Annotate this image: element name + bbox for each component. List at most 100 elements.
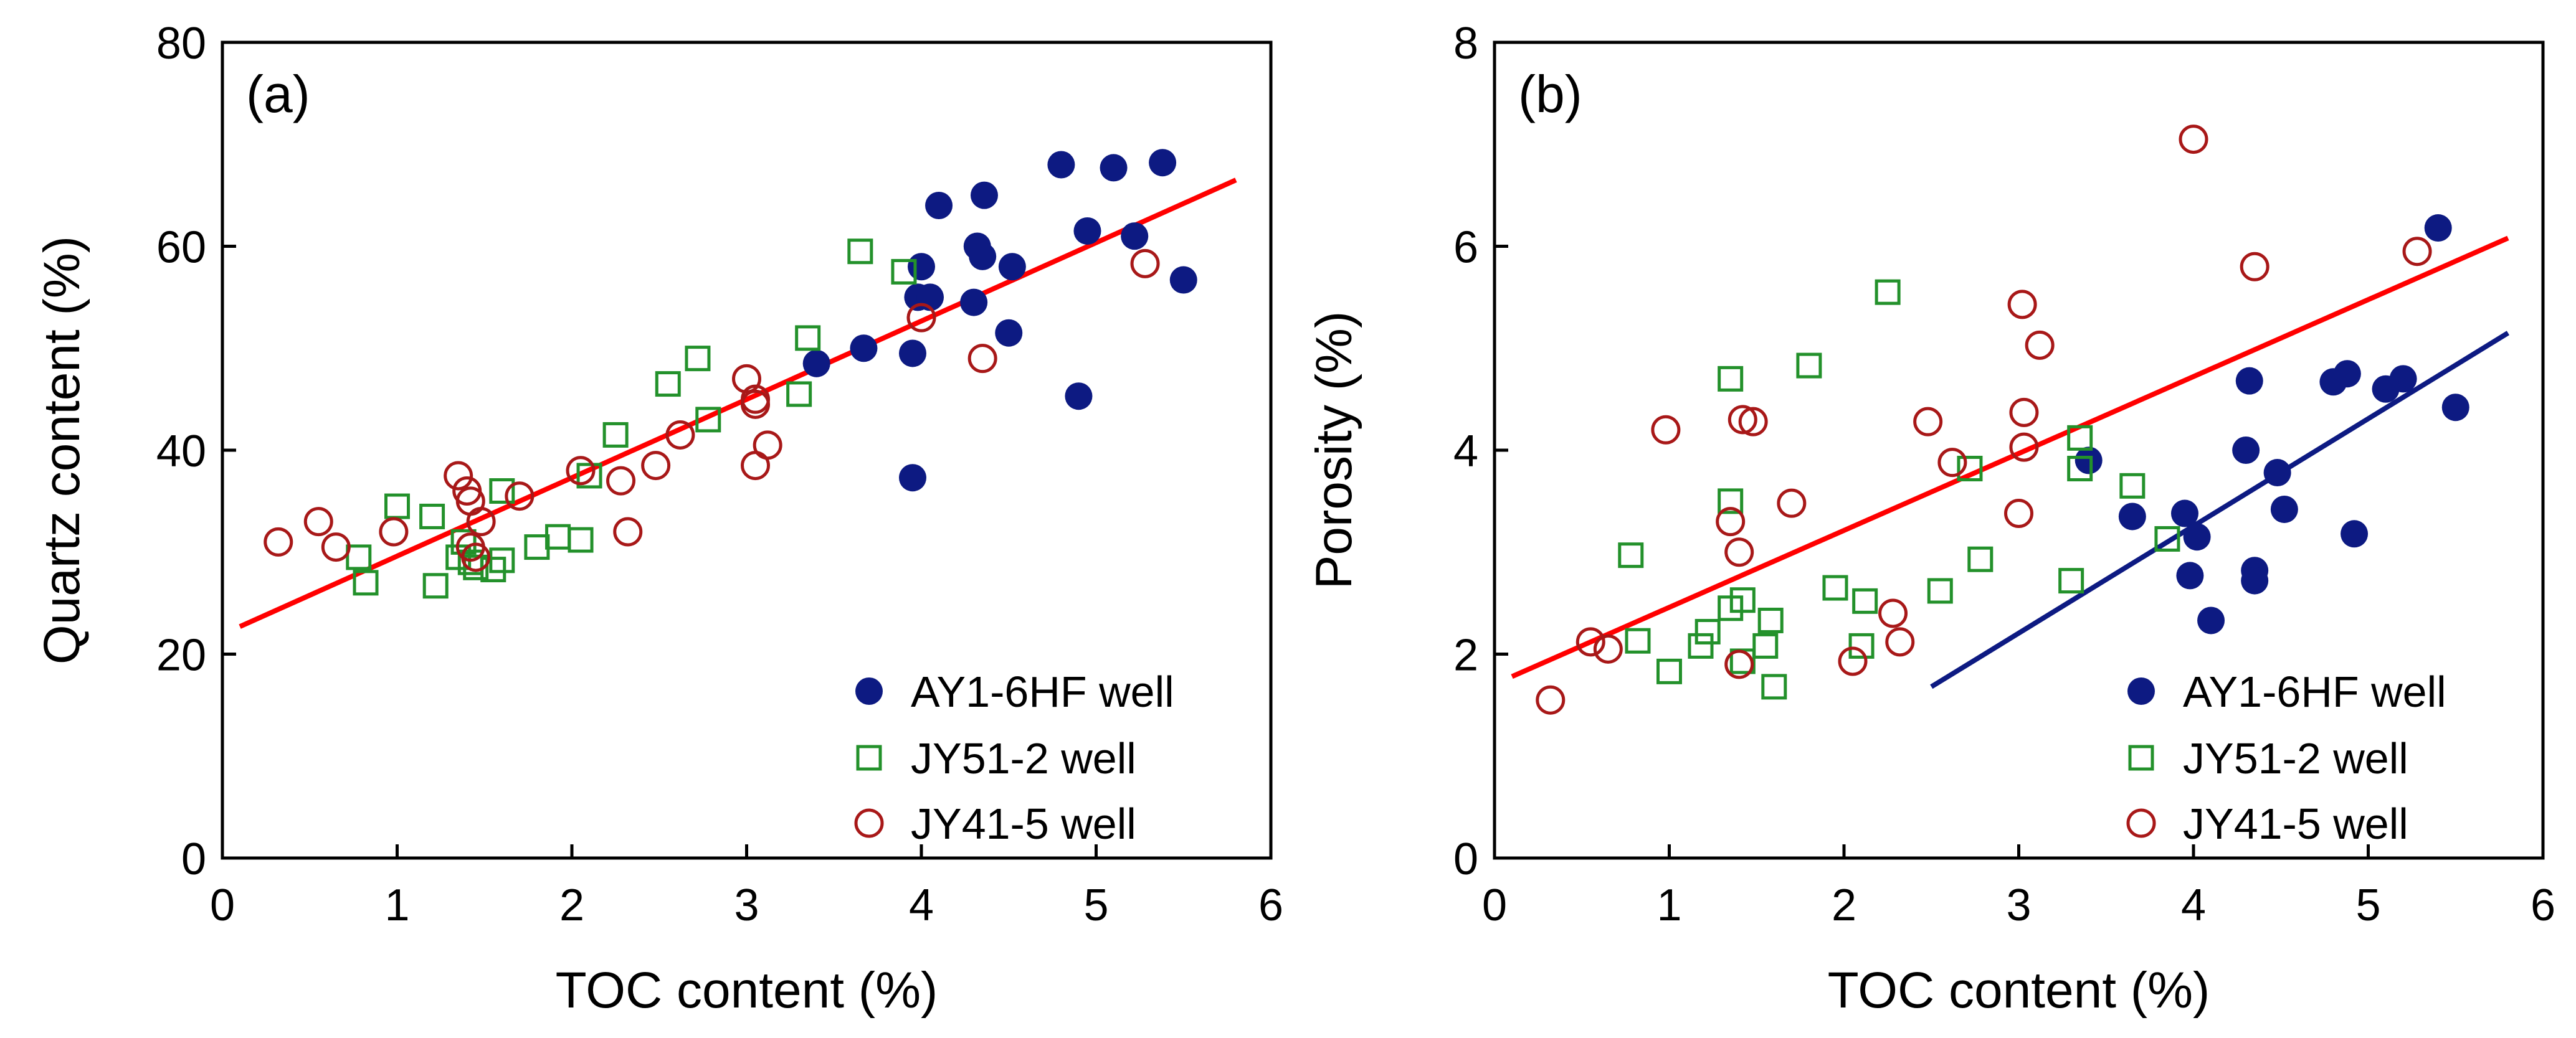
- x-tick-label: 1: [384, 880, 409, 930]
- data-point: [422, 573, 449, 599]
- legend-label: JY51-2 well: [911, 734, 1136, 783]
- data-point: [1536, 685, 1566, 715]
- data-point: [1927, 578, 1953, 604]
- data-point: [576, 463, 602, 489]
- data-point: [695, 407, 721, 433]
- data-point: [1169, 266, 1197, 294]
- data-point: [2075, 446, 2103, 474]
- data-point: [1838, 646, 1868, 676]
- data-point: [489, 547, 515, 573]
- data-point: [898, 464, 926, 492]
- panel-label: (b): [1518, 65, 1582, 123]
- data-point: [665, 420, 695, 450]
- data-point: [1121, 222, 1149, 250]
- data-point: [2235, 367, 2263, 395]
- data-point: [1625, 628, 1651, 654]
- data-point: [1937, 448, 1967, 478]
- data-point: [1716, 507, 1746, 537]
- data-point: [1047, 151, 1075, 179]
- legend-marker: [2128, 745, 2154, 771]
- data-point: [2007, 290, 2037, 319]
- data-point: [1822, 575, 1848, 601]
- data-point: [2424, 214, 2452, 242]
- x-tick-label: 4: [909, 880, 934, 930]
- data-point: [898, 339, 926, 367]
- data-point: [2341, 520, 2369, 548]
- data-point: [891, 258, 917, 285]
- data-point: [1576, 627, 1605, 657]
- series-1: [802, 149, 1197, 492]
- data-point: [960, 288, 988, 316]
- y-axis-title: Quartz content (%): [34, 236, 90, 664]
- data-point: [1957, 455, 1983, 481]
- x-tick-label: 0: [210, 880, 235, 930]
- y-tick-label: 4: [1453, 427, 1478, 476]
- x-tick-label: 3: [2006, 880, 2031, 930]
- data-point: [384, 493, 410, 519]
- series-3: [1536, 125, 2432, 715]
- fit-line: [1511, 235, 2509, 679]
- data-point: [1718, 488, 1744, 514]
- data-point: [1065, 382, 1093, 410]
- y-tick-label: 6: [1453, 223, 1478, 273]
- data-point: [2263, 459, 2291, 487]
- data-point: [1729, 587, 1756, 613]
- fit-line: [239, 177, 1237, 629]
- data-point: [753, 430, 782, 460]
- data-point: [2176, 562, 2204, 590]
- legend-label: JY41-5 well: [911, 800, 1136, 848]
- data-point: [566, 456, 596, 486]
- data-point: [998, 253, 1026, 281]
- data-point: [786, 381, 812, 407]
- series-1: [2075, 214, 2469, 635]
- data-point: [1852, 588, 1878, 614]
- y-tick-label: 60: [156, 223, 206, 273]
- data-point: [379, 517, 409, 547]
- series-2: [1618, 279, 2180, 700]
- x-tick-label: 5: [2355, 880, 2380, 930]
- data-point: [1738, 407, 1768, 436]
- data-point: [1885, 627, 1915, 657]
- data-point: [732, 364, 761, 394]
- y-tick-label: 40: [156, 427, 206, 476]
- x-tick-label: 4: [2181, 880, 2206, 930]
- data-point: [613, 517, 643, 547]
- y-tick-label: 8: [1453, 19, 1478, 68]
- data-point: [967, 344, 997, 374]
- data-point: [2154, 526, 2180, 552]
- data-point: [908, 253, 935, 281]
- data-point: [1724, 537, 1754, 567]
- data-point: [1757, 607, 1784, 633]
- legend: AY1-6HF well JY51-2 well JY41-5 well: [2126, 668, 2446, 848]
- legend-marker: [854, 808, 884, 838]
- data-point: [2197, 606, 2225, 635]
- data-point: [1656, 658, 1682, 684]
- data-point: [2333, 360, 2361, 388]
- data-point: [419, 503, 445, 529]
- legend-marker: [855, 677, 883, 705]
- data-point: [970, 181, 998, 209]
- data-point: [802, 349, 830, 377]
- data-point: [2119, 473, 2146, 499]
- data-point: [1777, 488, 1807, 518]
- legend-label: AY1-6HF well: [2183, 668, 2446, 716]
- x-tick-label: 2: [559, 880, 584, 930]
- data-point: [1688, 633, 1714, 659]
- data-point: [850, 334, 878, 362]
- data-point: [2170, 499, 2198, 527]
- data-point: [1913, 407, 1943, 436]
- data-point: [741, 389, 771, 419]
- data-point: [906, 303, 936, 333]
- data-point: [346, 544, 372, 570]
- data-point: [303, 507, 333, 537]
- data-point: [463, 554, 489, 580]
- data-point: [641, 451, 671, 481]
- data-point: [2025, 330, 2055, 360]
- data-point: [2179, 125, 2208, 154]
- data-point: [795, 325, 821, 351]
- data-point: [444, 461, 473, 491]
- data-point: [2009, 432, 2039, 462]
- panel-b: 0 1 2 3 4 5 6 0 2 4 6 8 TOC content (%) Porosity (%) (…: [1306, 19, 2555, 1019]
- y-tick-label: 0: [181, 834, 206, 884]
